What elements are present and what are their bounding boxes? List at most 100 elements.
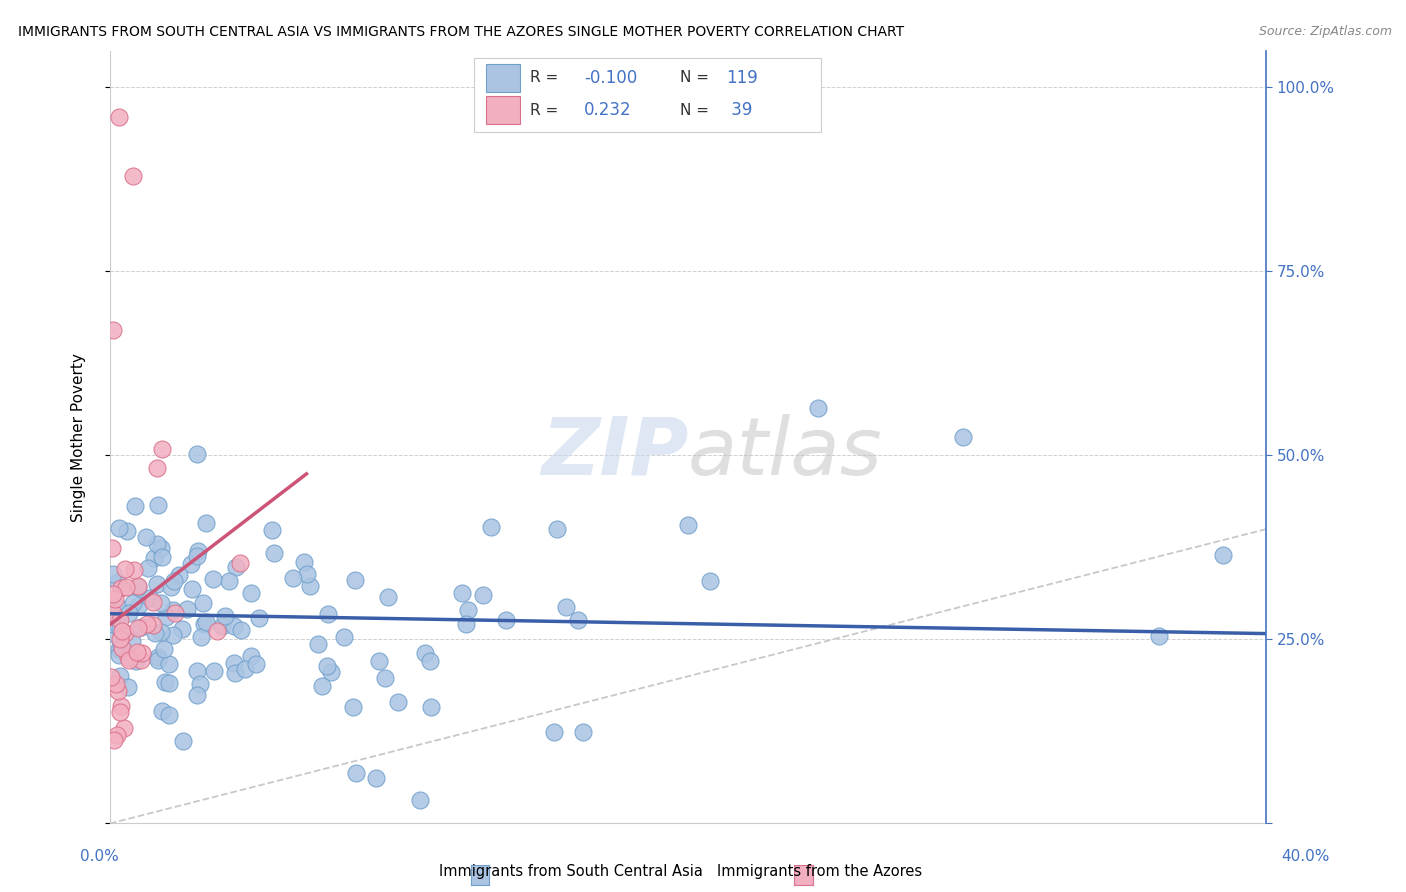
Point (107, 599, 129, 614)
Point (129, 620, 152, 634)
Point (222, 618, 245, 632)
Point (319, 665, 342, 679)
Point (699, 574, 721, 588)
Point (342, 700, 364, 714)
Point (543, 725, 565, 739)
Point (110, 581, 132, 595)
Point (163, 574, 186, 588)
Point (146, 653, 169, 667)
Point (240, 586, 263, 600)
Point (188, 676, 211, 690)
Point (155, 609, 177, 624)
Point (121, 634, 143, 648)
Point (295, 567, 318, 582)
Point (115, 580, 138, 594)
Point (110, 638, 132, 652)
Point (1212, 548, 1234, 562)
Point (150, 596, 173, 610)
Point (149, 541, 172, 556)
Point (205, 624, 228, 639)
Point (111, 640, 134, 655)
Point (481, 520, 503, 534)
Text: atlas: atlas (688, 414, 883, 491)
Point (104, 592, 127, 607)
Point (107, 110, 129, 124)
Point (187, 544, 209, 558)
Point (127, 621, 149, 635)
Point (146, 460, 169, 475)
Point (125, 645, 148, 659)
Point (472, 588, 495, 602)
Point (159, 657, 181, 672)
Point (318, 607, 340, 622)
Point (194, 516, 217, 530)
Text: ZIP: ZIP (541, 414, 688, 491)
Point (157, 707, 180, 722)
Point (124, 499, 146, 513)
Point (952, 430, 974, 444)
Point (135, 531, 157, 545)
Point (149, 624, 172, 639)
Point (191, 596, 214, 610)
Text: IMMIGRANTS FROM SOUTH CENTRAL ASIA VS IMMIGRANTS FROM THE AZORES SINGLE MOTHER P: IMMIGRANTS FROM SOUTH CENTRAL ASIA VS IM… (18, 25, 904, 39)
Point (146, 576, 169, 591)
Point (194, 615, 217, 629)
Point (298, 578, 321, 592)
Text: R =: R = (530, 70, 562, 86)
Point (162, 602, 184, 616)
Point (307, 637, 329, 651)
Point (333, 630, 356, 644)
Point (676, 518, 699, 533)
Point (186, 549, 208, 563)
Point (146, 650, 169, 665)
Text: R =: R = (530, 103, 568, 118)
Point (103, 733, 125, 747)
Point (135, 617, 157, 632)
Point (101, 323, 124, 337)
Point (555, 600, 578, 615)
Point (344, 574, 367, 588)
Point (186, 665, 208, 679)
Point (131, 646, 153, 660)
Point (127, 579, 149, 593)
Point (105, 728, 128, 742)
Point (125, 654, 148, 668)
Point (222, 656, 245, 670)
Point (451, 586, 474, 600)
Point (117, 650, 139, 665)
Point (263, 546, 285, 560)
Point (190, 630, 212, 644)
Point (150, 704, 173, 718)
Point (122, 169, 145, 183)
Point (807, 401, 830, 415)
Point (456, 616, 478, 631)
Point (193, 616, 215, 631)
Point (108, 623, 131, 637)
Point (108, 613, 131, 627)
Point (181, 582, 204, 597)
Point (202, 664, 225, 678)
Point (1147, 629, 1170, 643)
Y-axis label: Single Mother Poverty: Single Mother Poverty (72, 352, 86, 522)
Text: 0.232: 0.232 (583, 101, 631, 120)
Point (110, 698, 132, 713)
Point (104, 677, 127, 691)
Text: Source: ZipAtlas.com: Source: ZipAtlas.com (1258, 25, 1392, 38)
Point (408, 793, 430, 807)
Point (413, 647, 436, 661)
Point (142, 617, 165, 632)
Point (186, 689, 208, 703)
Point (110, 632, 132, 646)
Point (211, 619, 233, 633)
Point (420, 700, 443, 714)
Point (247, 611, 270, 625)
Point (546, 522, 568, 536)
Point (150, 442, 173, 457)
Point (129, 653, 152, 667)
Point (344, 766, 367, 780)
Bar (474, 58, 821, 132)
Point (572, 724, 595, 739)
Point (176, 602, 198, 616)
Point (364, 771, 387, 785)
Point (128, 598, 150, 612)
